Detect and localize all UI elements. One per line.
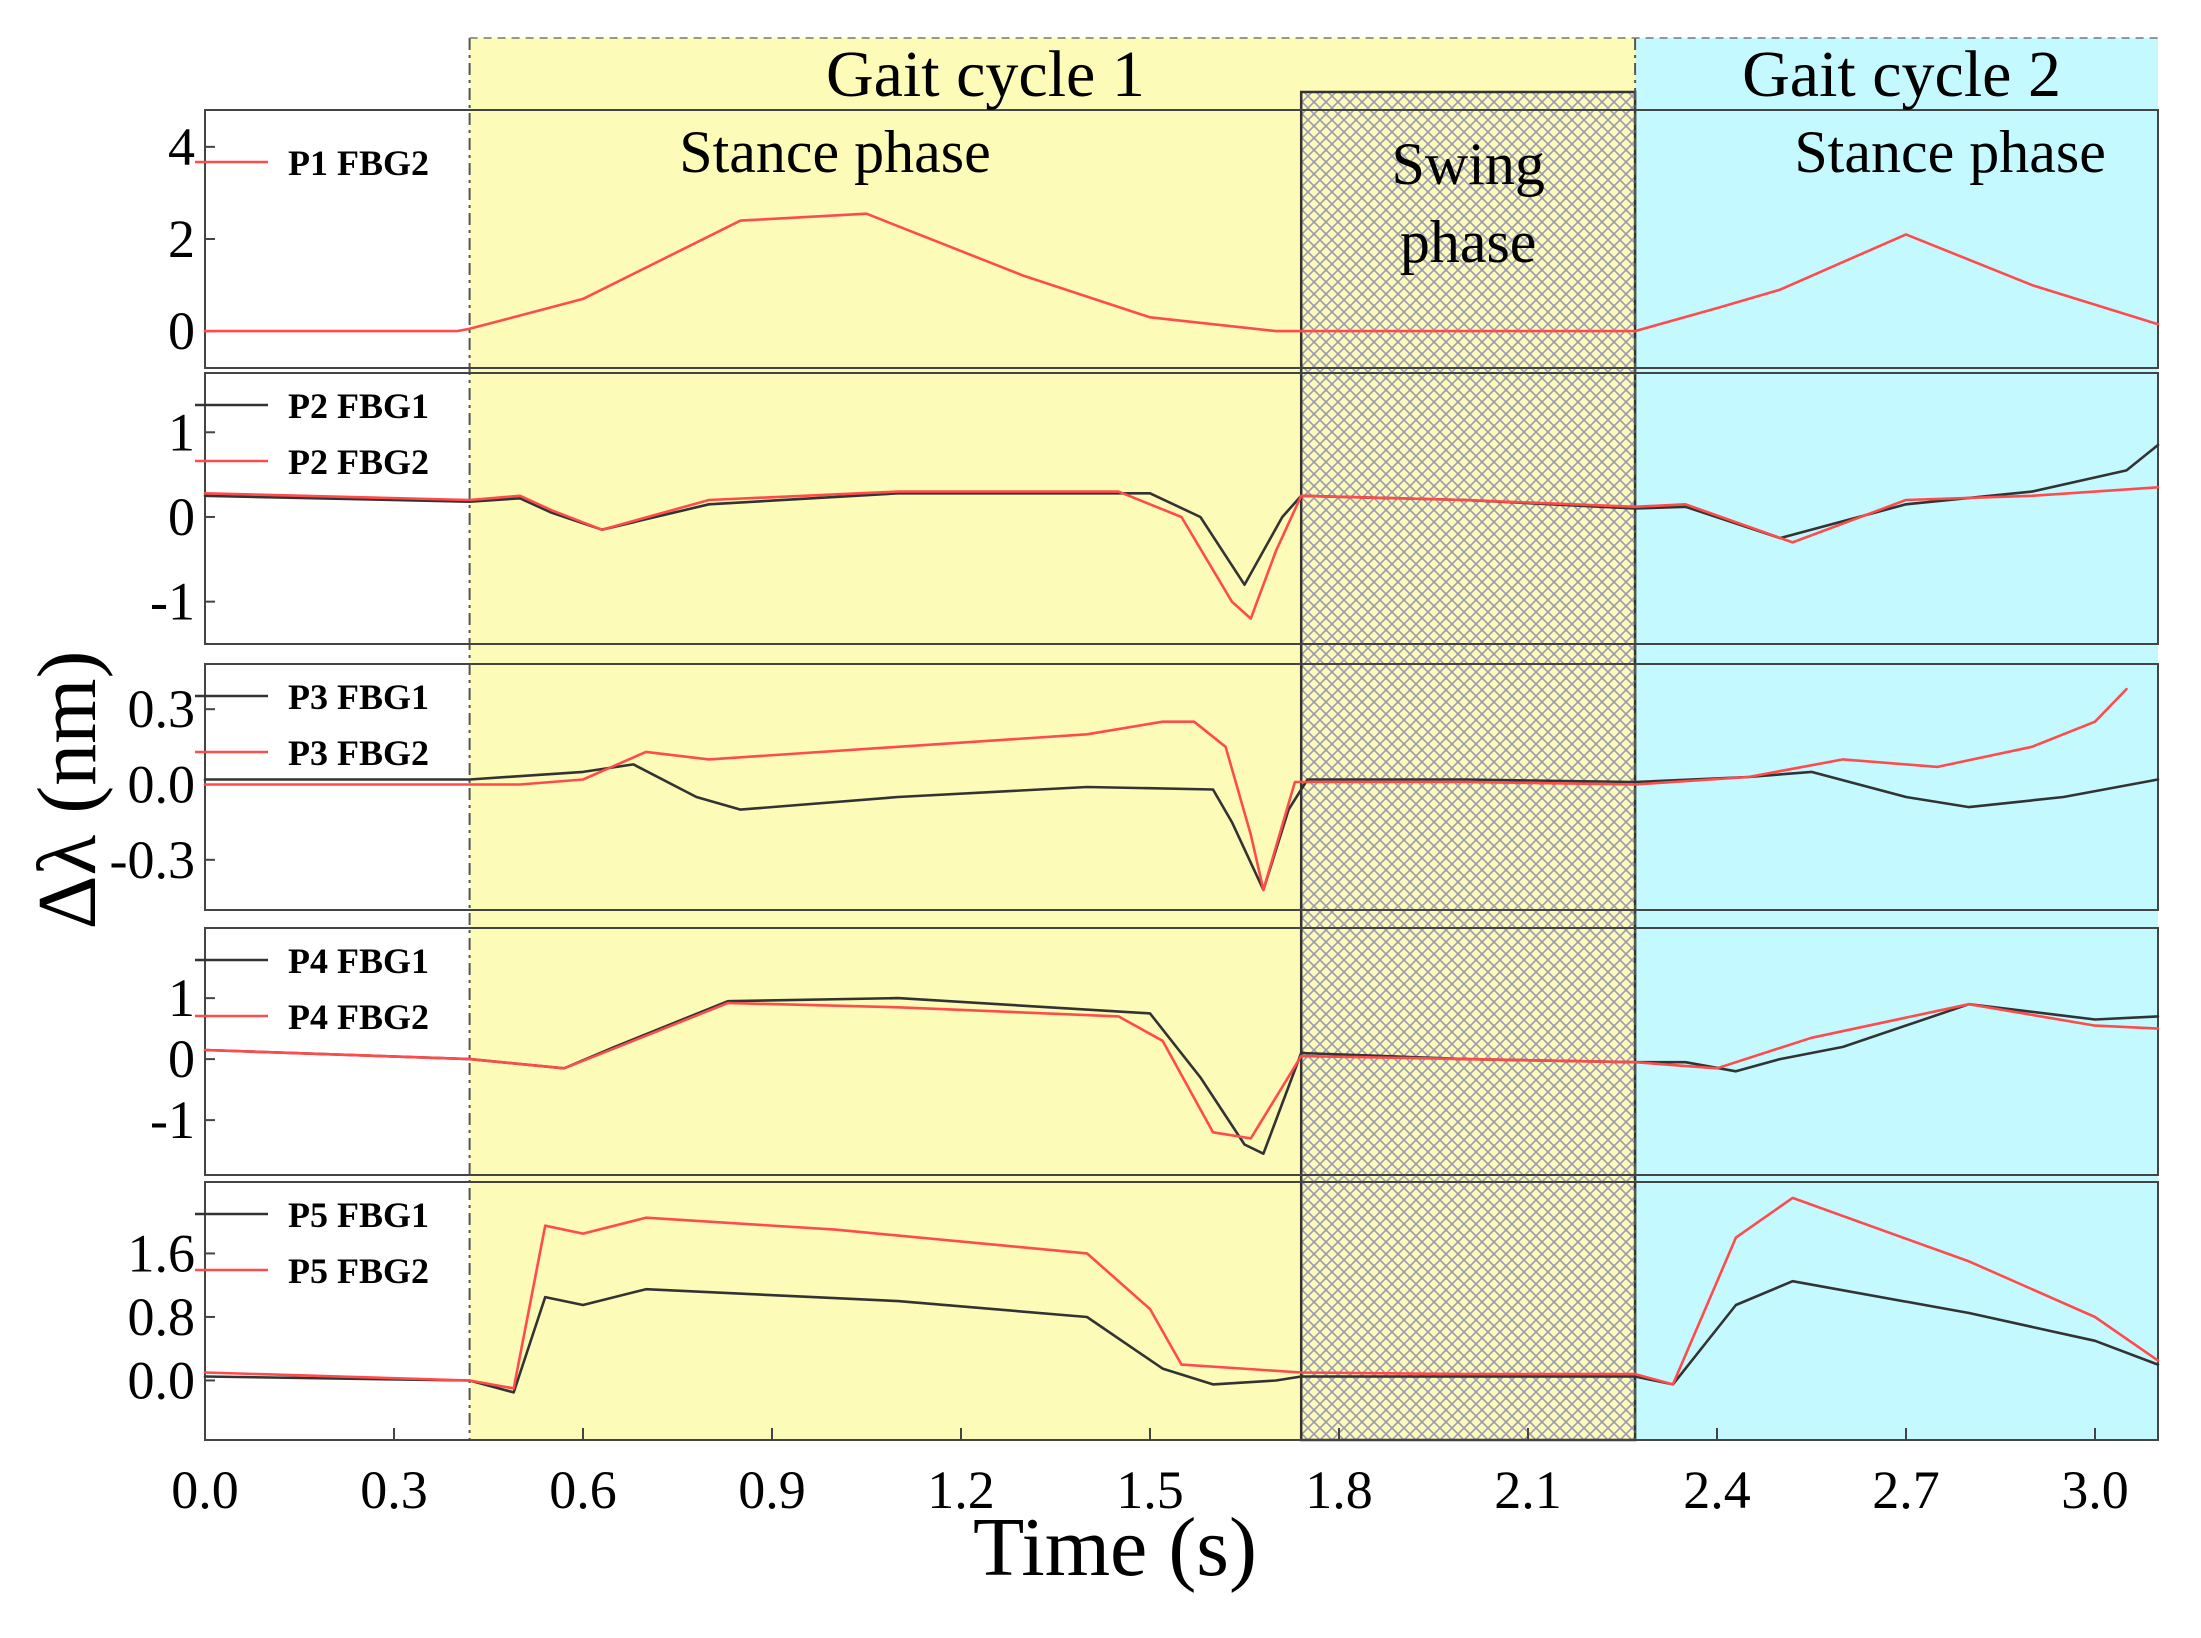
ytick-label-p2-2: -1	[150, 572, 195, 632]
swing-phase-region	[1299, 90, 1637, 1442]
panel-p1: 4 2 0 P1 FBG2	[168, 109, 2160, 369]
xtick-label-8: 2.4	[1683, 1460, 1751, 1520]
xtick-label-5: 1.5	[1116, 1460, 1184, 1520]
ytick-label-p4-1: 0	[168, 1029, 195, 1089]
panel-frame-p4	[204, 927, 2159, 1176]
legend-label-p2-0: P2 FBG1	[288, 386, 429, 426]
panel-frame-p5	[204, 1181, 2159, 1441]
xtick-label-10: 3.0	[2061, 1460, 2129, 1520]
xtick-label-2: 0.6	[549, 1460, 617, 1520]
legend-label-p5-1: P5 FBG2	[288, 1251, 429, 1291]
legend-label-p5-0: P5 FBG1	[288, 1195, 429, 1235]
series-line-p2-0	[203, 443, 2160, 587]
ytick-label-p5-1: 0.8	[128, 1287, 196, 1347]
xtick-label-9: 2.7	[1872, 1460, 1940, 1520]
ytick-label-p4-0: 1	[168, 968, 195, 1028]
stance-phase-2-label: Stance phase	[1794, 119, 2106, 185]
series-line-p4-1	[203, 1001, 2160, 1140]
gait-cycle-2-region	[1635, 38, 2158, 1440]
ytick-label-p5-0: 1.6	[128, 1223, 196, 1283]
legend-label-p1-0: P1 FBG2	[288, 143, 429, 183]
panel-frame-p3	[204, 663, 2159, 911]
legend-label-p4-0: P4 FBG1	[288, 941, 429, 981]
y-axis-title: Δλ (nm)	[21, 650, 114, 929]
series-line-p5-1	[203, 1196, 2160, 1390]
region-labels: Gait cycle 1 Gait cycle 2 Stance phase S…	[679, 38, 2106, 275]
gait-cycle-1-label: Gait cycle 1	[826, 38, 1145, 111]
xtick-label-0: 0.0	[171, 1460, 239, 1520]
stance-phase-1-label: Stance phase	[679, 119, 991, 185]
legend-label-p4-1: P4 FBG2	[288, 997, 429, 1037]
panel-p5: 1.60.80.0 P5 FBG1 P5 FBG2	[128, 1181, 2160, 1441]
ytick-label-p1-1: 2	[168, 209, 195, 269]
gait-cycle-2-label: Gait cycle 2	[1742, 38, 2061, 111]
xtick-label-3: 0.9	[738, 1460, 806, 1520]
panel-p3: 0.3 0.0 -0.3 P3 FBG1 P3 FBG2	[110, 663, 2160, 911]
ytick-label-p1-0: 4	[168, 117, 195, 177]
swing-phase-label-line1: Swing	[1391, 131, 1544, 197]
x-axis-title: Time (s)	[973, 1501, 1257, 1594]
ytick-label-p3-0: 0.3	[128, 679, 196, 739]
ytick-label-p5-2: 0.0	[128, 1350, 196, 1410]
series-line-p1-0	[203, 212, 2160, 333]
legend-label-p2-1: P2 FBG2	[288, 442, 429, 482]
legend-label-p3-1: P3 FBG2	[288, 733, 429, 773]
background-layer	[468, 37, 2158, 1442]
series-line-p4-0	[203, 996, 2160, 1155]
swing-phase-label-line2: phase	[1400, 209, 1537, 275]
xtick-label-4: 1.2	[927, 1460, 995, 1520]
ytick-label-p3-2: -0.3	[110, 830, 195, 890]
series-line-p5-0	[203, 1279, 2160, 1394]
ytick-label-p2-1: 0	[168, 487, 195, 547]
series-line-p3-1	[203, 687, 2128, 892]
xtick-label-6: 1.8	[1305, 1460, 1373, 1520]
xtick-label-1: 0.3	[360, 1460, 428, 1520]
panel-p2: 1 0 -1 P2 FBG1 P2 FBG2	[150, 372, 2160, 645]
xtick-label-7: 2.1	[1494, 1460, 1562, 1520]
panel-p4: 10-1 P4 FBG1 P4 FBG2	[150, 927, 2160, 1176]
ytick-label-p4-2: -1	[150, 1090, 195, 1150]
panel-frame-p2	[204, 372, 2159, 645]
x-axis: 0.0 0.3 0.6 0.9 1.2 1.5 1.8 2.1 2.4 2.7 3.0	[171, 1428, 2129, 1520]
ytick-label-p1-2: 0	[168, 301, 195, 361]
series-line-p2-1	[203, 485, 2160, 620]
ytick-label-p2-0: 1	[168, 402, 195, 462]
ytick-label-p3-1: 0.0	[128, 754, 196, 814]
legend-label-p3-0: P3 FBG1	[288, 677, 429, 717]
